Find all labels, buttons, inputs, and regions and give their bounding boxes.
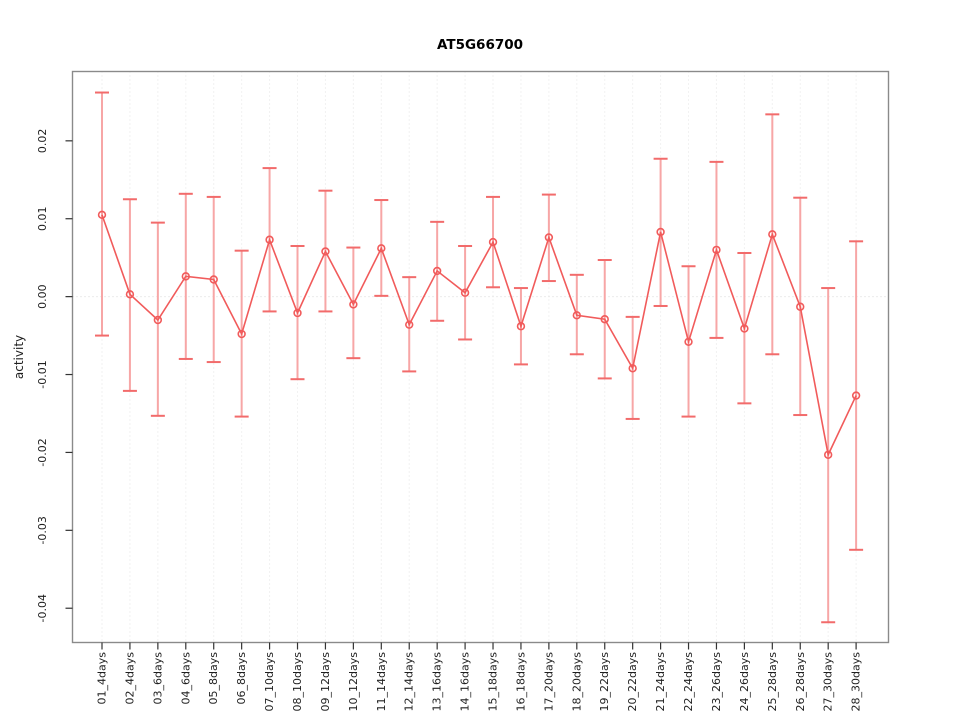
data-point-marker <box>460 288 470 297</box>
data-point-marker <box>684 337 693 347</box>
data-points <box>97 210 861 459</box>
x-tick-label: 11_14days <box>375 652 388 712</box>
x-tick-label: 25_28days <box>766 652 779 712</box>
data-point-marker <box>851 391 861 400</box>
x-tick-label: 10_12days <box>347 652 360 712</box>
x-tick-label: 06_8days <box>235 652 248 705</box>
x-tick-label: 03_6days <box>151 652 164 705</box>
data-point-marker <box>265 235 274 244</box>
data-point-marker <box>600 315 609 324</box>
x-tick-label: 19_22days <box>598 652 611 712</box>
data-point-marker <box>544 233 554 242</box>
x-tick-label: 26_28days <box>794 652 807 712</box>
data-point-marker <box>712 245 721 255</box>
data-point-marker <box>349 300 358 309</box>
error-bar <box>849 240 864 551</box>
x-tick-label: 13_16days <box>431 652 444 712</box>
x-tick-label: 16_18days <box>514 652 527 712</box>
series-line <box>101 214 857 458</box>
data-point-marker <box>432 266 442 276</box>
x-tick-label: 22_24days <box>682 652 695 712</box>
y-tick-label: 0.00 <box>36 284 49 309</box>
series-line-layer <box>101 214 857 458</box>
x-tick-label: 21_24days <box>654 652 667 712</box>
data-point-marker <box>181 272 190 281</box>
data-point-marker <box>97 210 107 220</box>
x-tick-label: 04_6days <box>179 652 192 705</box>
y-tick-label: -0.01 <box>36 360 49 388</box>
y-axis-title: activity <box>12 335 26 379</box>
axes: -0.04 -0.03 -0.02 -0.01 0.00 0.01 0.02 01_4days… <box>36 70 890 712</box>
x-tick-label: 09_12days <box>319 652 332 712</box>
data-point-marker <box>293 308 302 318</box>
y-tick-label: -0.04 <box>36 594 49 622</box>
y-tick-label: 0.01 <box>36 206 49 231</box>
x-tick-label: 14_16days <box>459 652 472 712</box>
plot-border <box>71 70 890 644</box>
x-tick-label: 24_26days <box>738 652 751 712</box>
x-tick-label: 20_22days <box>626 652 639 712</box>
data-point-marker <box>488 237 498 247</box>
x-tick-label: 08_10days <box>291 652 304 712</box>
chart-title: AT5G66700 <box>437 37 523 53</box>
data-point-marker <box>768 230 777 239</box>
y-tick-label: -0.02 <box>36 438 49 466</box>
data-point-marker <box>125 290 135 299</box>
data-point-marker <box>153 315 163 325</box>
x-tick-label: 28_30days <box>850 652 863 712</box>
x-tick-label: 02_4days <box>123 652 136 705</box>
data-point-marker <box>377 244 386 253</box>
gridlines <box>101 71 857 643</box>
error-bar <box>95 91 109 337</box>
data-point-marker <box>516 322 526 331</box>
data-point-marker <box>321 247 330 256</box>
y-tick-label: 0.02 <box>36 129 49 154</box>
error-bars <box>95 91 864 624</box>
data-point-marker <box>656 227 665 237</box>
data-point-marker <box>628 364 637 373</box>
x-tick-label: 23_26days <box>710 652 723 712</box>
x-tick-label: 07_10days <box>263 652 276 712</box>
x-tick-label: 05_8days <box>207 652 220 705</box>
x-tick-label: 15_18days <box>487 652 500 712</box>
x-tick-label: 01_4days <box>96 652 109 705</box>
data-point-marker <box>572 311 582 320</box>
data-point-marker <box>405 320 414 329</box>
y-tick-label: -0.03 <box>36 516 49 544</box>
data-point-marker <box>209 275 218 284</box>
data-point-marker <box>796 302 805 311</box>
data-point-marker <box>823 450 833 459</box>
data-point-marker <box>740 324 749 333</box>
x-tick-label: 12_14days <box>403 652 416 712</box>
x-tick-label: 27_30days <box>822 652 835 712</box>
x-tick-label: 17_20days <box>542 652 555 712</box>
data-point-marker <box>237 329 246 339</box>
x-tick-label: 18_20days <box>570 652 583 712</box>
